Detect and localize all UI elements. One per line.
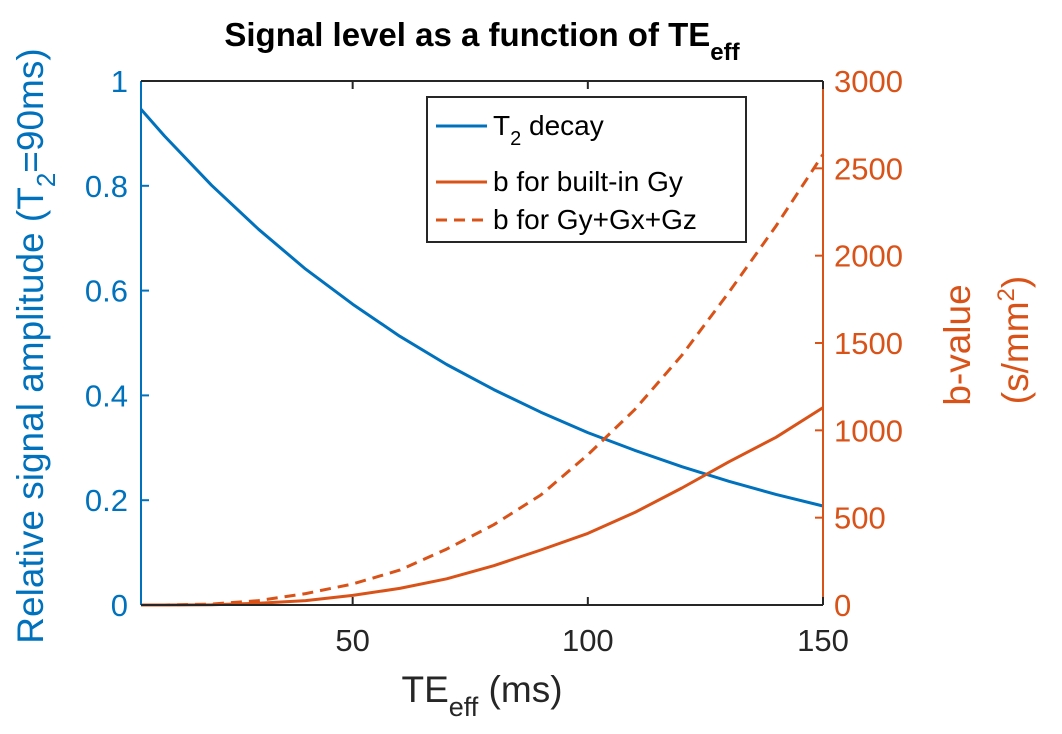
legend: T2 decay b for built-in Gy b for Gy+Gx+G…	[426, 96, 747, 243]
legend-label-t2-decay: T2 decay	[493, 110, 604, 150]
right-y-tick-label: 2500	[834, 151, 903, 186]
left-y-tick-label: 0.2	[85, 483, 128, 518]
right-y-axis-label-line1: b-value	[937, 284, 978, 405]
right-y-axis: 0 500 1000 1500 2000 2500 3000	[815, 64, 903, 623]
x-tick-label: 100	[562, 623, 614, 658]
left-y-axis: 0 0.2 0.4 0.6 0.8 1	[85, 64, 149, 623]
right-y-axis-label-line2-pre: (s/mm	[995, 301, 1036, 404]
x-axis-label: TEeff (ms)	[401, 669, 562, 722]
x-axis-label-unit: (ms)	[478, 669, 562, 710]
left-y-tick-label: 0	[111, 588, 128, 623]
legend-label-b-built-in-gy: b for built-in Gy	[493, 166, 683, 197]
right-y-axis-label-line2-sup: 2	[993, 288, 1020, 301]
right-y-tick-label: 0	[834, 588, 851, 623]
series-line-b-for-gy-gx-gz	[141, 153, 825, 607]
x-axis-label-sub: eff	[449, 692, 479, 722]
right-y-axis-label-line2: (s/mm2)	[993, 276, 1036, 404]
right-y-tick-label: 1000	[834, 413, 903, 448]
left-y-axis-label-post: =90ms)	[10, 48, 51, 172]
chart-title: Signal level as a function of TEeff	[224, 16, 740, 66]
left-y-tick-label: 0.6	[85, 274, 128, 309]
legend-label-t2-decay-pre: T	[493, 110, 510, 141]
left-y-tick-label: 0.4	[85, 378, 128, 413]
x-tick-label: 50	[335, 623, 369, 658]
legend-label-t2-decay-sub: 2	[510, 128, 521, 150]
left-y-tick-label: 0.8	[85, 169, 128, 204]
right-y-tick-label: 2000	[834, 239, 903, 274]
chart-title-main: Signal level as a function of TE	[224, 16, 710, 53]
x-axis: 50 100 150	[141, 80, 849, 658]
left-y-axis-label-pre: Relative signal amplitude (T	[10, 187, 51, 644]
legend-label-b-gy-gx-gz: b for Gy+Gx+Gz	[493, 204, 697, 235]
legend-box	[426, 96, 747, 243]
left-y-tick-label: 1	[111, 64, 128, 99]
chart-title-sub: eff	[710, 39, 740, 66]
x-tick-label: 150	[797, 623, 849, 658]
right-y-tick-label: 3000	[834, 64, 903, 99]
right-y-tick-label: 1500	[834, 326, 903, 361]
left-y-axis-label: Relative signal amplitude (T2=90ms)	[10, 48, 61, 643]
right-y-axis-label-line2-post: )	[995, 276, 1036, 288]
series-line-b-for-built-in-gy	[141, 406, 824, 607]
left-y-axis-label-sub: 2	[31, 173, 61, 187]
legend-label-t2-decay-post: decay	[521, 110, 604, 141]
right-y-tick-label: 500	[834, 501, 886, 536]
x-axis-label-main: TE	[401, 669, 448, 710]
